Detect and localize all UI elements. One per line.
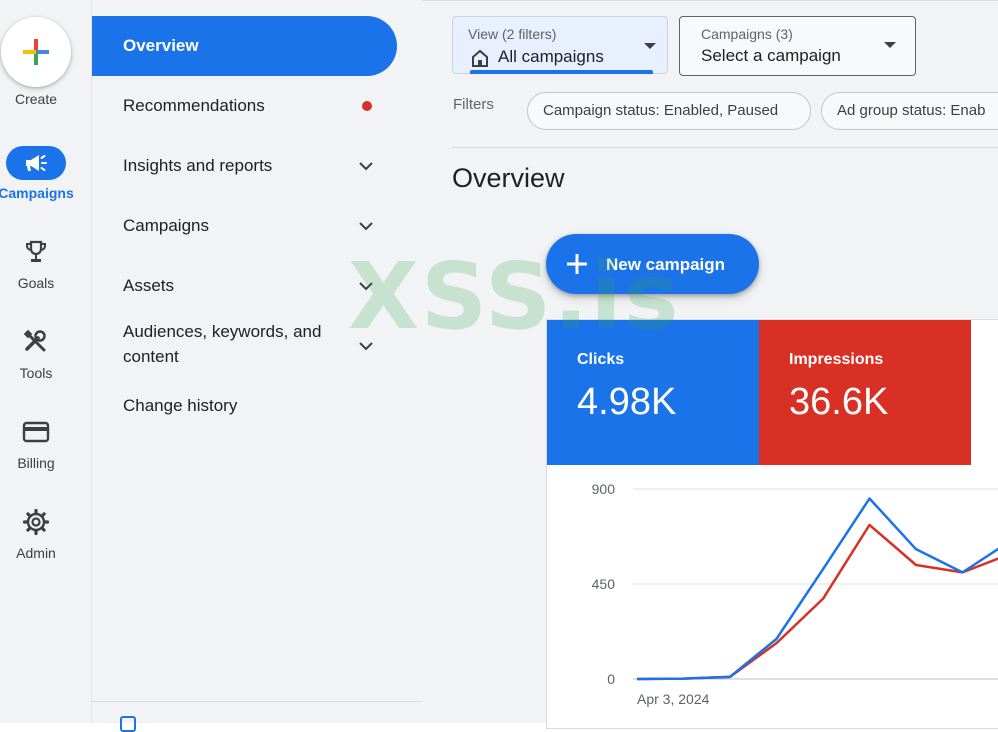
view-selector-indicator [470,70,653,74]
billing-rail-button[interactable] [18,418,54,446]
home-icon [472,49,488,67]
plus-icon [567,254,587,274]
new-campaign-label: New campaign [606,255,726,274]
performance-chart: 900 450 0 Apr 3, 2024 [592,481,998,707]
nav-item-label: Audiences, keywords, and [123,322,322,341]
nav-item-audiences-keywords-content[interactable]: Audiences, keywords, and content [92,322,397,372]
clicks-series-line [636,497,998,681]
nav-item-recommendations[interactable]: Recommendations [92,96,397,118]
bottom-checkbox[interactable] [120,716,136,732]
chevron-down-icon [359,162,373,171]
dropdown-arrow-icon [884,42,896,48]
y-tick-label: 450 [592,576,616,592]
nav-item-overview[interactable]: Overview [92,16,397,76]
nav-item-label: Insights and reports [123,156,273,175]
nav-item-assets[interactable]: Assets [92,276,397,298]
nav-item-insights-and-reports[interactable]: Insights and reports [92,156,397,178]
nav-item-label-line2: content [123,347,179,366]
metric-tile-impressions[interactable]: Impressions 36.6K [759,320,971,465]
nav-item-label: Assets [123,276,175,295]
metric-value: 36.6K [789,381,889,423]
campaign-selector-label: Campaigns (3) [701,26,793,42]
new-campaign-button[interactable]: New campaign [546,234,759,294]
performance-card: Clicks 4.98K Impressions 36.6K 900 450 0 Ap… [546,319,998,729]
view-selector[interactable]: View (2 filters) All campaigns [452,16,668,74]
notification-dot [362,101,372,111]
plus-icon [23,39,49,65]
top-divider [422,0,998,1]
x-tick-label: Apr 3, 2024 [637,691,710,707]
metric-tile-clicks[interactable]: Clicks 4.98K [547,320,759,465]
campaign-selector[interactable]: Campaigns (3) Select a campaign [679,16,916,76]
tools-icon [23,329,46,352]
filters-label: Filters [453,96,494,113]
nav-item-campaigns[interactable]: Campaigns [92,216,397,238]
rail-label-campaigns: Campaigns [0,185,74,201]
campaign-selector-value: Select a campaign [701,46,841,65]
main-content: View (2 filters) All campaigns Campaigns… [422,0,998,729]
rail-label-billing: Billing [17,455,55,471]
rail-label-goals: Goals [17,275,55,291]
rail-label-admin: Admin [16,545,56,561]
chevron-down-icon [359,282,373,291]
credit-card-icon [22,421,50,443]
y-tick-label: 0 [607,671,615,687]
admin-rail-button[interactable] [18,508,54,536]
page-title: Overview [452,163,565,193]
metric-value: 4.98K [577,381,677,423]
impressions-series-line [636,523,998,681]
create-button[interactable] [1,17,71,87]
megaphone-icon [26,155,47,171]
metric-name: Clicks [577,351,625,368]
view-selector-value: All campaigns [498,47,604,66]
nav-item-label: Campaigns [123,216,209,235]
nav-item-change-history[interactable]: Change history [92,396,397,418]
chevron-down-icon [359,222,373,231]
filter-chip-ad-group-status[interactable]: Ad group status: Enab [821,92,998,130]
create-label: Create [14,91,58,107]
y-tick-label: 900 [592,481,616,497]
metric-name: Impressions [789,351,884,368]
nav-divider [92,701,422,702]
chevron-down-icon [359,342,373,351]
nav-item-label: Overview [123,36,199,55]
section-divider [452,147,998,148]
tools-rail-button[interactable] [18,328,54,356]
nav-item-label: Recommendations [123,96,265,115]
goals-rail-button[interactable] [18,238,54,266]
rail-label-tools: Tools [19,365,53,381]
side-navigation: Overview Recommendations Insights and re… [92,0,422,723]
nav-item-label: Change history [123,396,238,415]
filter-chip-campaign-status[interactable]: Campaign status: Enabled, Paused [527,92,811,130]
trophy-icon [26,240,46,262]
campaigns-rail-button[interactable] [6,146,66,180]
dropdown-arrow-icon [644,43,656,49]
gear-icon [22,508,50,536]
app-rail: Create Campaigns Goals Tools Billing [0,0,92,723]
view-selector-label: View (2 filters) [468,26,557,42]
